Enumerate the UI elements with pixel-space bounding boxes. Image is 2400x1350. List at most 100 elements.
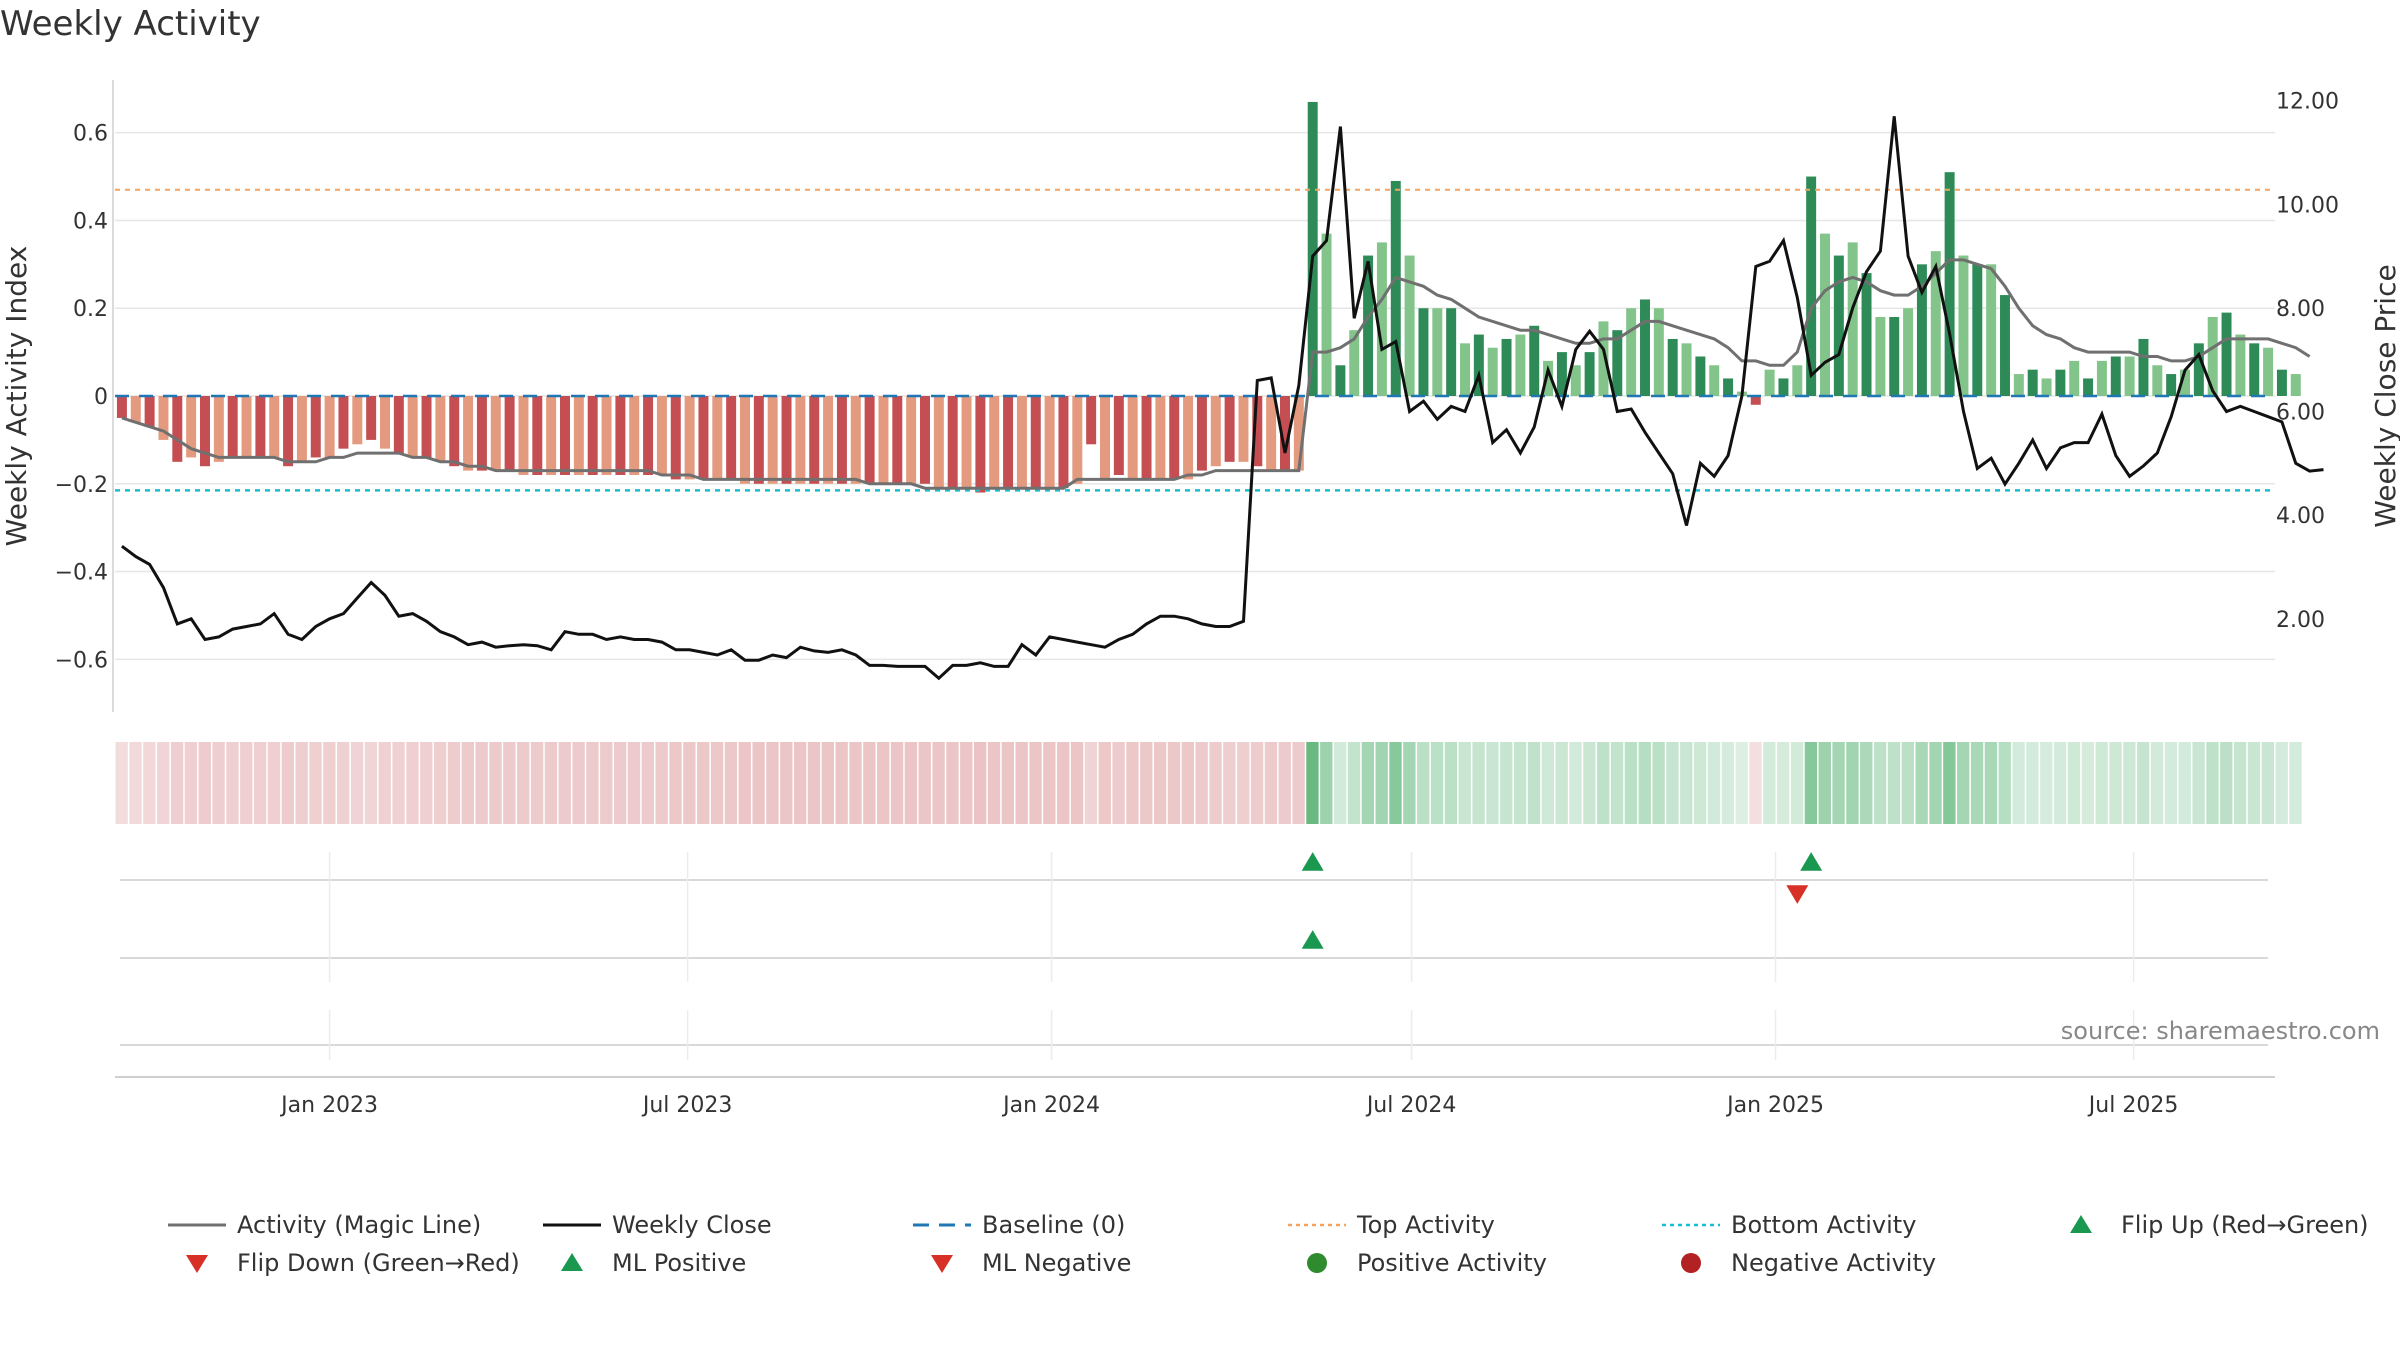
activity-bar: [920, 396, 930, 484]
activity-bar: [1183, 396, 1194, 480]
legend-label: ML Negative: [982, 1249, 1131, 1277]
activity-bar: [1681, 343, 1692, 396]
activity-bar: [1570, 365, 1581, 396]
strip-cell: [392, 742, 405, 824]
strip-cell: [1029, 742, 1042, 824]
activity-bars: [116, 101, 2301, 493]
legend-swatch: [561, 1253, 583, 1271]
strip-cell: [1597, 742, 1610, 824]
legend: Activity (Magic Line) Weekly Close Baselin…: [168, 1211, 2369, 1277]
strip-cell: [946, 742, 959, 824]
strip-cell: [323, 742, 336, 824]
strip-cell: [281, 742, 294, 824]
legend-label: ML Positive: [612, 1249, 746, 1277]
strip-cell: [198, 742, 211, 824]
activity-bar: [1515, 334, 1526, 396]
axes: −0.6 −0.4 −0.2 0 0.2 0.4 0.6 2.00 4.00 6.00 8.00 10…: [0, 80, 2400, 712]
strip-cell: [226, 742, 239, 824]
y-tick-label: 0.4: [73, 209, 108, 234]
activity-bar: [1806, 176, 1817, 396]
strip-cell: [1292, 742, 1305, 824]
strip-cell: [157, 742, 170, 824]
activity-bar: [1543, 360, 1554, 396]
strip-cell: [1320, 742, 1333, 824]
y-tick-label: 0.6: [73, 122, 108, 147]
activity-bar: [989, 396, 1000, 489]
strip-cell: [1929, 742, 1942, 824]
strip-cell: [766, 742, 779, 824]
activity-bar: [2166, 374, 2177, 396]
activity-bar: [1376, 242, 1387, 396]
activity-bar: [1016, 396, 1027, 489]
strip-cell: [1126, 742, 1139, 824]
activity-bar: [656, 396, 667, 475]
activity-bar: [947, 396, 958, 489]
strip-cell: [627, 742, 641, 824]
strip-cell: [2150, 742, 2164, 824]
legend-item: Flip Up (Red→Green): [2070, 1211, 2369, 1239]
strip-cell: [1680, 742, 1693, 824]
activity-bar: [2221, 312, 2232, 396]
signal-markers: [1301, 852, 1823, 949]
strip-cell: [1541, 742, 1554, 824]
strip-cell: [1403, 742, 1416, 824]
strip-cell: [1901, 742, 1914, 824]
strip-cell: [461, 742, 474, 824]
strip-cell: [1389, 742, 1402, 824]
strip-cell: [1472, 742, 1485, 824]
activity-heat-strip: [115, 742, 2302, 824]
strip-cell: [2289, 742, 2302, 824]
strip-cell: [1333, 742, 1347, 824]
strip-cell: [1223, 742, 1236, 824]
y-tick-label: −0.2: [55, 473, 108, 498]
activity-bar: [2083, 378, 2094, 396]
strip-cell: [517, 742, 530, 824]
strip-cell: [2164, 742, 2178, 824]
strip-cell: [378, 742, 391, 824]
activity-bar: [629, 396, 640, 475]
activity-bar: [1266, 396, 1277, 471]
activity-bar: [476, 396, 487, 471]
activity-bar: [1709, 365, 1720, 396]
strip-cell: [1361, 742, 1374, 824]
legend-swatch: [186, 1255, 208, 1273]
strip-cell: [1250, 742, 1264, 824]
legend-swatch: [1307, 1253, 1327, 1273]
strip-cell: [558, 742, 571, 824]
strip-cell: [821, 742, 834, 824]
strip-cell: [115, 742, 128, 824]
strip-cell: [447, 742, 461, 824]
strip-cell: [2137, 742, 2150, 824]
activity-bar: [227, 396, 238, 458]
strip-cell: [1001, 742, 1014, 824]
activity-bar: [1626, 308, 1637, 396]
activity-bar: [1460, 343, 1470, 396]
strip-cell: [641, 742, 654, 824]
strip-cell: [890, 742, 904, 824]
activity-bar: [1584, 352, 1595, 396]
activity-bar: [393, 396, 404, 454]
activity-bar: [1418, 308, 1429, 396]
y-tick-label: 0: [94, 385, 108, 410]
strip-cell: [1970, 742, 1984, 824]
activity-bar: [560, 396, 570, 475]
activity-bar: [338, 396, 349, 449]
strip-cell: [793, 742, 807, 824]
activity-bar: [1847, 242, 1858, 396]
strip-cell: [1430, 742, 1444, 824]
activity-bar: [961, 396, 972, 489]
strip-cell: [932, 742, 945, 824]
strip-cell: [1832, 742, 1845, 824]
activity-bar: [144, 396, 155, 427]
activity-bar: [2193, 343, 2204, 396]
y2-tick-label: 8.00: [2276, 297, 2325, 322]
activity-bar: [767, 396, 778, 484]
strip-cell: [2261, 742, 2274, 824]
activity-bar: [1169, 396, 1180, 480]
legend-label: Flip Down (Green→Red): [237, 1249, 520, 1277]
activity-bar: [2000, 295, 2010, 396]
strip-cell: [2040, 742, 2053, 824]
activity-bar: [975, 396, 986, 493]
strip-cell: [475, 742, 488, 824]
strip-cell: [1652, 742, 1665, 824]
